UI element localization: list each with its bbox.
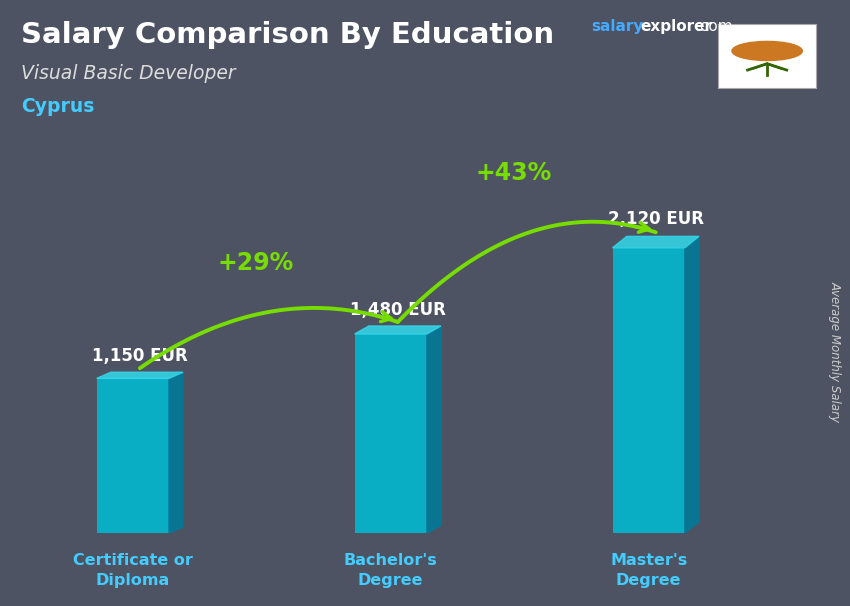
Ellipse shape [732, 41, 802, 61]
Text: +29%: +29% [218, 251, 294, 275]
Polygon shape [427, 326, 441, 533]
Text: +43%: +43% [476, 161, 552, 185]
Text: 1,480 EUR: 1,480 EUR [350, 301, 445, 319]
Polygon shape [354, 326, 441, 334]
Bar [613, 248, 685, 533]
Text: .com: .com [695, 19, 733, 35]
Polygon shape [613, 236, 699, 248]
Text: Visual Basic Developer: Visual Basic Developer [21, 64, 235, 82]
Polygon shape [685, 236, 699, 533]
Polygon shape [97, 372, 183, 378]
Text: Salary Comparison By Education: Salary Comparison By Education [21, 21, 554, 49]
Bar [97, 378, 169, 533]
Polygon shape [169, 372, 183, 533]
Text: 2,120 EUR: 2,120 EUR [608, 210, 704, 228]
Text: explorer: explorer [640, 19, 712, 35]
Text: salary: salary [591, 19, 643, 35]
Text: Average Monthly Salary: Average Monthly Salary [829, 281, 842, 422]
Text: Cyprus: Cyprus [21, 97, 94, 116]
Text: 1,150 EUR: 1,150 EUR [92, 347, 188, 365]
Bar [354, 334, 427, 533]
